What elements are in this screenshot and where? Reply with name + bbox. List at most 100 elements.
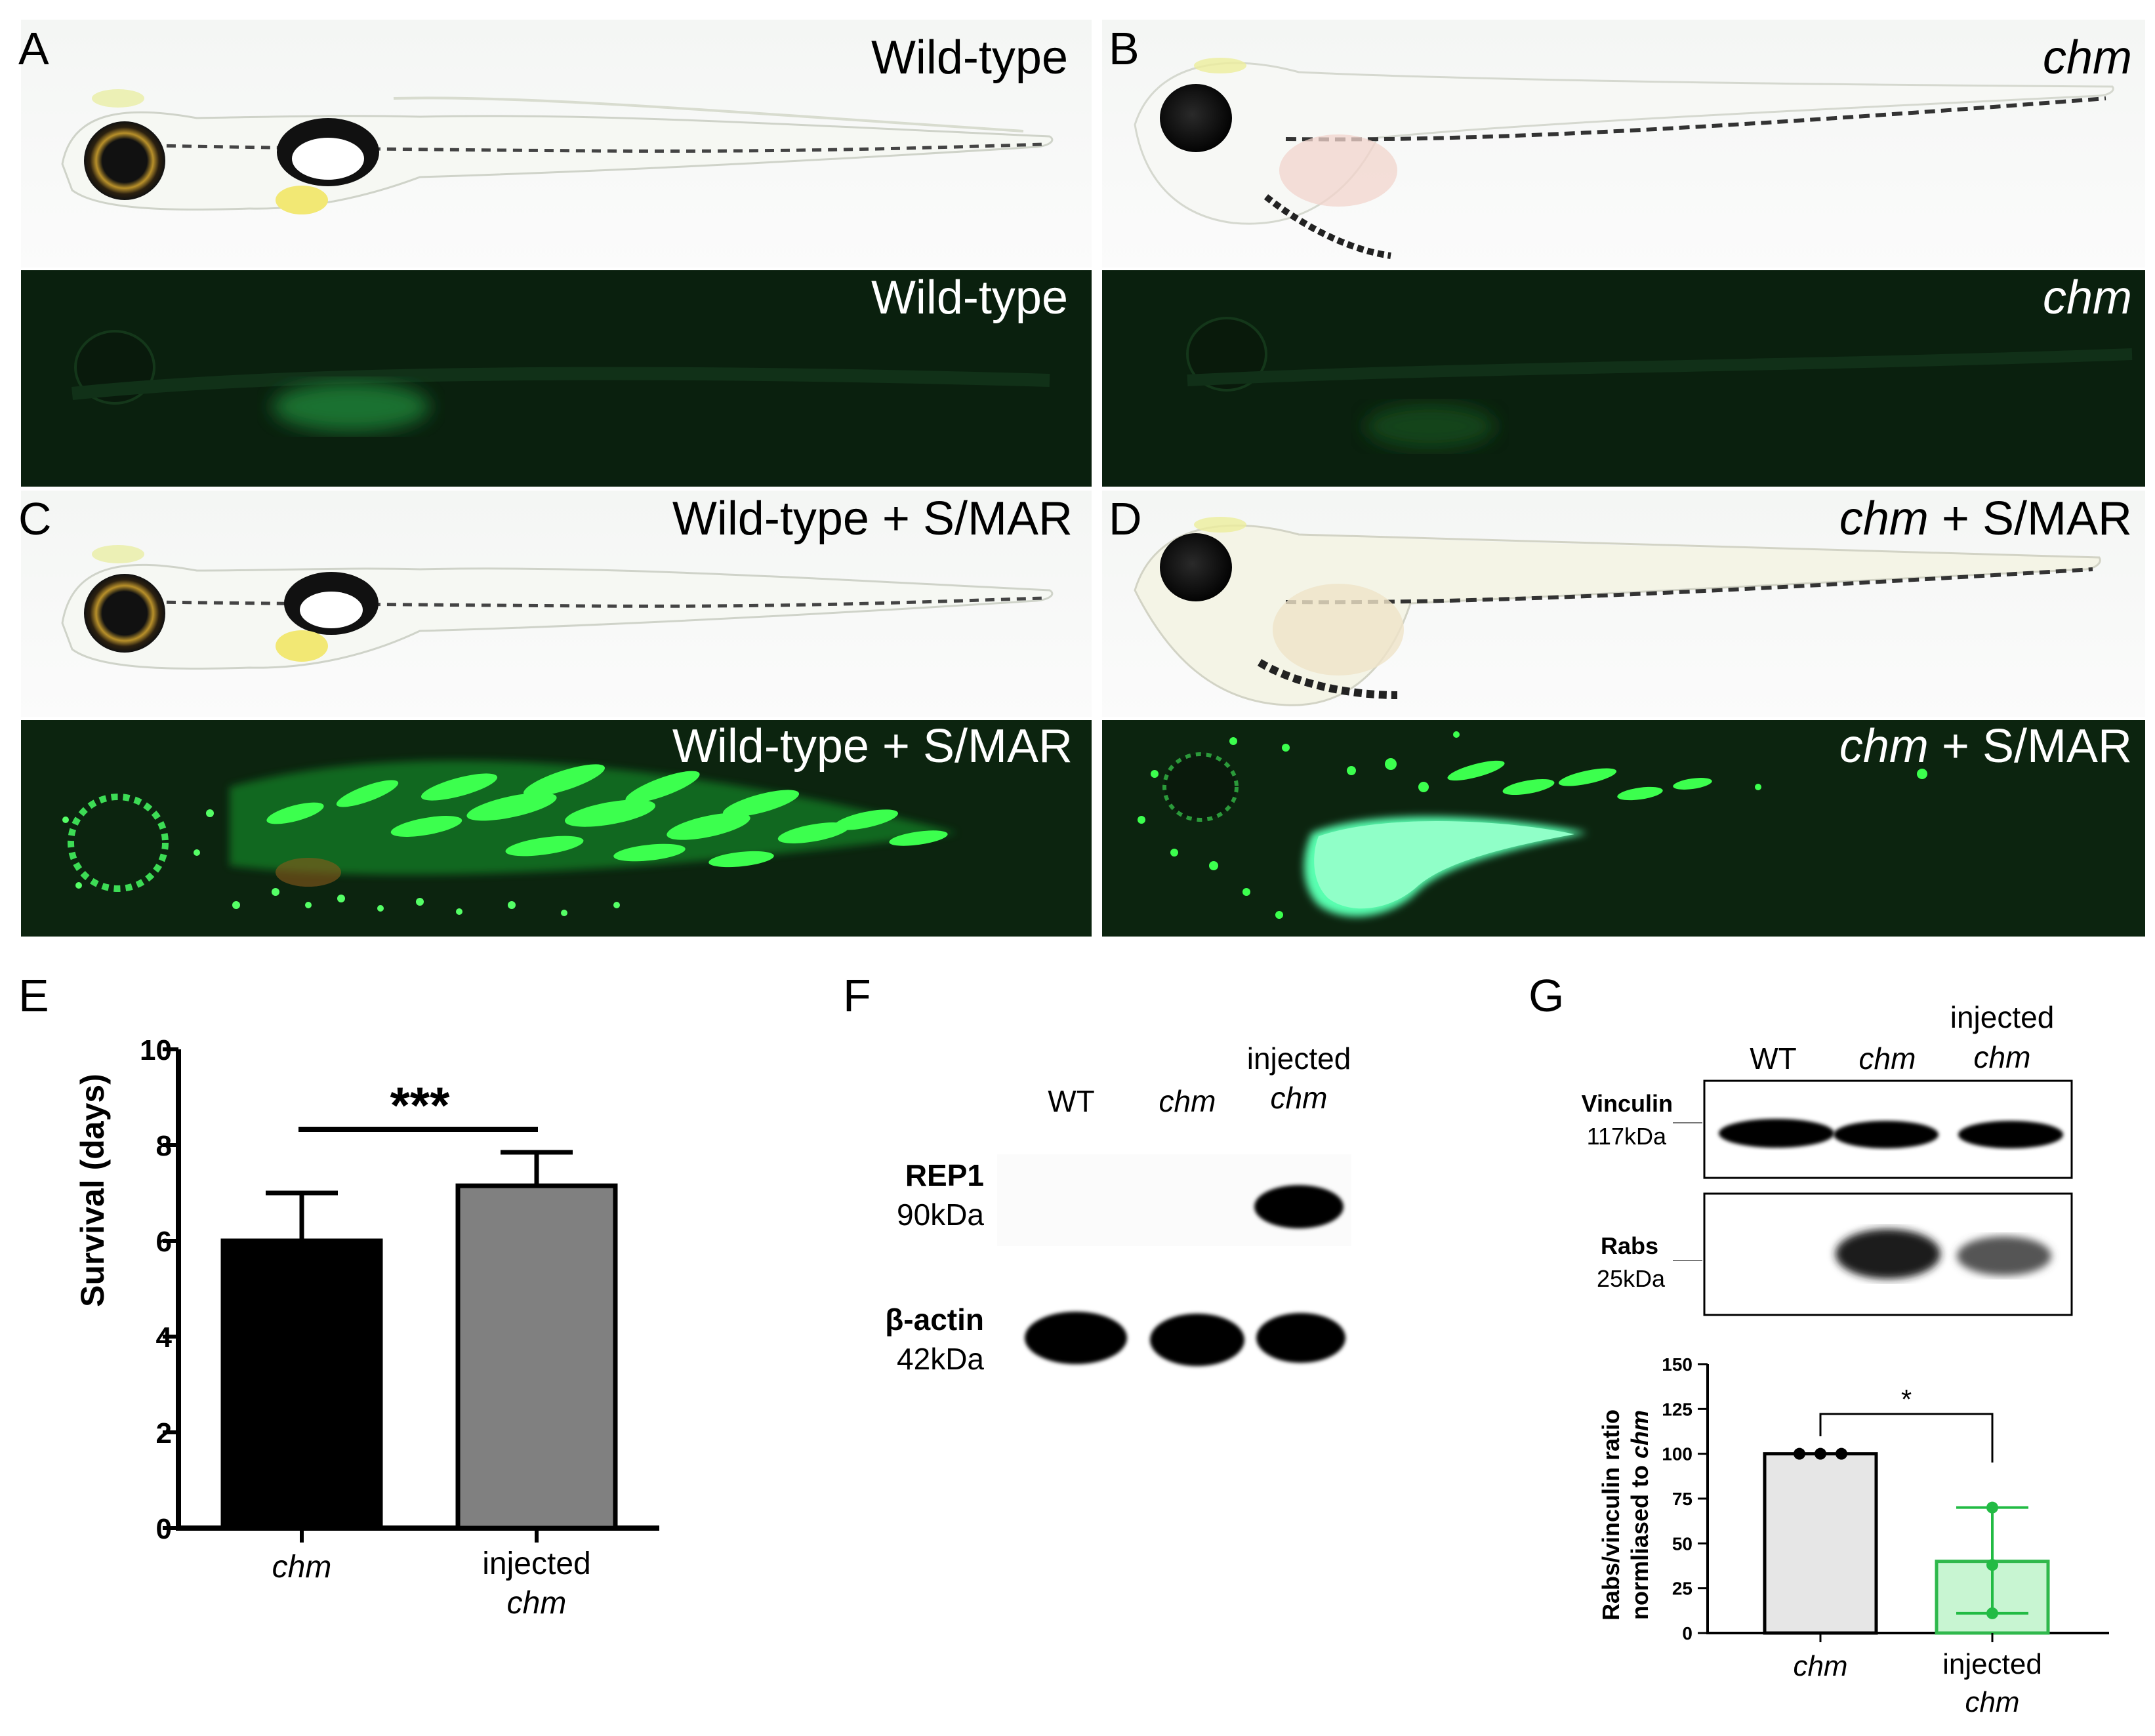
panel-g-rabs-band-injected [1957, 1236, 2051, 1276]
panel-g-lane-injected: injected [1950, 1000, 2055, 1034]
panel-d-fluorescence-bg [1102, 720, 2145, 937]
panel-d-letter: D [1109, 493, 1142, 544]
panel-e-ytick-label: 4 [156, 1322, 173, 1354]
panel-c-letter: C [18, 493, 52, 544]
panel-e-ytick-label: 2 [156, 1417, 172, 1449]
panel-f-actin-label: β-actin [885, 1302, 984, 1337]
panel-g-vinculin-band-injected [1958, 1121, 2063, 1148]
panel-d-larva-brightfield [1134, 517, 2101, 706]
panel-d: D chm + S/MAR chm + S/MAR [1102, 491, 2145, 937]
panel-e-xlabel-injected: injected [482, 1546, 590, 1581]
panel-f-rep1-size: 90kDa [897, 1198, 984, 1232]
panel-e-ytick-label: 8 [156, 1130, 172, 1162]
panel-g-ytick-label: 25 [1672, 1579, 1693, 1599]
panel-g-ylabel-line1: Rabs/vinculin ratio [1597, 1409, 1624, 1621]
panel-f-rep1-label: REP1 [905, 1158, 984, 1192]
panel-d-label-fluor-genotype: chm [1839, 720, 1929, 773]
panel-c-larva-fluorescence [62, 760, 958, 916]
panel-f-actin-band-chm [1150, 1314, 1244, 1366]
panel-e: E Survival (days) 0 2 4 6 8 10 *** chm inject… [18, 970, 659, 1621]
panel-g-lane-chm: chm [1859, 1041, 1916, 1076]
panel-g-bar [1763, 1452, 1878, 1635]
panel-g-bars [1763, 1447, 2050, 1642]
panel-e-bar [455, 1183, 618, 1531]
panel-g-xlabel-chm: chm [1793, 1650, 1847, 1682]
panel-e-y-axis: 0 2 4 6 8 10 [140, 1034, 178, 1545]
panel-c-label-fluor: Wild-type + S/MAR [672, 720, 1073, 773]
panel-f-actin-band-injected [1256, 1313, 1345, 1363]
panel-d-larva-fluorescence [1138, 731, 1927, 919]
panel-g-ytick-label: 125 [1662, 1399, 1693, 1419]
panel-b: B chm chm [1102, 20, 2145, 487]
panel-g-xlabel-injected: injected [1942, 1648, 2042, 1680]
panel-e-letter: E [18, 970, 49, 1021]
panel-a-larva-fluorescence [71, 330, 1050, 432]
panel-b-larva-fluorescence [1186, 317, 2133, 449]
panel-g-data-point [1836, 1447, 1847, 1460]
panel-b-label-fluor: chm [2043, 272, 2132, 324]
panel-e-xlabel-chm: chm [272, 1550, 332, 1585]
panel-g-ytick-label: 0 [1682, 1623, 1693, 1644]
panel-g: G WT chm injected chm Vinculin 117kDa Ra… [1529, 970, 2109, 1718]
panel-g-data-point [1986, 1559, 1998, 1571]
panel-g-data-point [1794, 1447, 1805, 1460]
panel-d-label-bright-treatment: + S/MAR [1929, 493, 2132, 545]
panel-f-lane-injected-chm: chm [1271, 1081, 1328, 1115]
panel-c-label-bright: Wild-type + S/MAR [672, 493, 1073, 545]
panel-f-letter: F [843, 970, 871, 1021]
panel-g-vinculin-label: Vinculin [1582, 1090, 1673, 1117]
panel-e-ytick-label: 10 [140, 1034, 172, 1066]
panel-g-data-point [1986, 1607, 1998, 1619]
panel-e-ylabel: Survival (days) [74, 1074, 111, 1307]
panel-f-lane-injected: injected [1247, 1041, 1351, 1076]
panel-f-lane-wt: WT [1048, 1084, 1095, 1118]
panel-g-y-axis: 0 25 50 75 100 125 150 [1662, 1354, 1708, 1644]
panel-a-larva-brightfield [61, 89, 1054, 214]
panel-g-rabs-label: Rabs [1601, 1232, 1658, 1259]
panel-g-ytick-label: 50 [1672, 1533, 1693, 1554]
panel-g-data-point [1986, 1501, 1998, 1514]
panel-g-ytick-label: 150 [1662, 1354, 1693, 1375]
panel-d-label-fluor-treatment: + S/MAR [1929, 720, 2132, 773]
panel-e-bars [220, 1150, 618, 1543]
panel-f-rep1-band-injected [1254, 1185, 1344, 1228]
panel-e-ytick-label: 6 [156, 1226, 172, 1258]
panel-g-significance-bracket [1819, 1413, 1994, 1463]
panel-b-larva-brightfield [1134, 58, 2114, 259]
panel-a: A Wild-type Wild-type [18, 20, 1092, 487]
panel-g-letter: G [1529, 970, 1564, 1021]
panel-e-significance: *** [390, 1076, 450, 1134]
panel-d-label-bright: chm + S/MAR [1839, 493, 2132, 545]
panel-c: C Wild-type + S/MAR [18, 491, 1092, 937]
panel-g-ytick-label: 100 [1662, 1444, 1693, 1464]
panel-g-lane-injected-chm: chm [1974, 1040, 2031, 1074]
panel-e-xlabel-injected-chm: chm [507, 1586, 567, 1621]
panel-g-lane-wt: WT [1750, 1041, 1797, 1076]
panel-g-rabs-band-chm [1836, 1229, 1940, 1279]
panel-g-vinculin-size: 117kDa [1587, 1123, 1667, 1150]
panel-a-label-bright: Wild-type [871, 31, 1068, 84]
panel-g-vinculin-band-wt [1719, 1119, 1834, 1148]
panel-g-significance: * [1901, 1384, 1912, 1415]
panel-g-rabs-size: 25kDa [1597, 1265, 1666, 1292]
panel-a-label-fluor: Wild-type [871, 272, 1068, 324]
panel-g-data-point [1815, 1447, 1826, 1460]
panel-f-lane-chm: chm [1159, 1084, 1216, 1118]
panel-g-ylabel-line2-genotype: chm [1626, 1410, 1653, 1459]
panel-g-ylabel-line2-text: normliased to [1626, 1459, 1653, 1620]
panel-f-actin-band-wt [1025, 1312, 1127, 1364]
panel-b-letter: B [1109, 23, 1139, 74]
panel-c-larva-brightfield [61, 545, 1054, 670]
panel-a-letter: A [18, 23, 49, 74]
panel-f-actin-size: 42kDa [897, 1342, 984, 1376]
panel-d-label-fluor: chm + S/MAR [1839, 720, 2132, 773]
panel-g-xlabel-injected-chm: chm [1965, 1686, 2019, 1718]
panel-d-label-bright-genotype: chm [1839, 493, 1929, 545]
panel-b-label-bright: chm [2043, 31, 2132, 84]
panel-e-bar [220, 1238, 383, 1531]
panel-f: F WT chm injected chm REP1 90kDa β-actin… [843, 970, 1351, 1376]
panel-g-ytick-label: 75 [1672, 1489, 1693, 1509]
panel-g-vinculin-band-chm [1834, 1121, 1939, 1148]
panel-e-ytick-label: 0 [156, 1513, 172, 1545]
